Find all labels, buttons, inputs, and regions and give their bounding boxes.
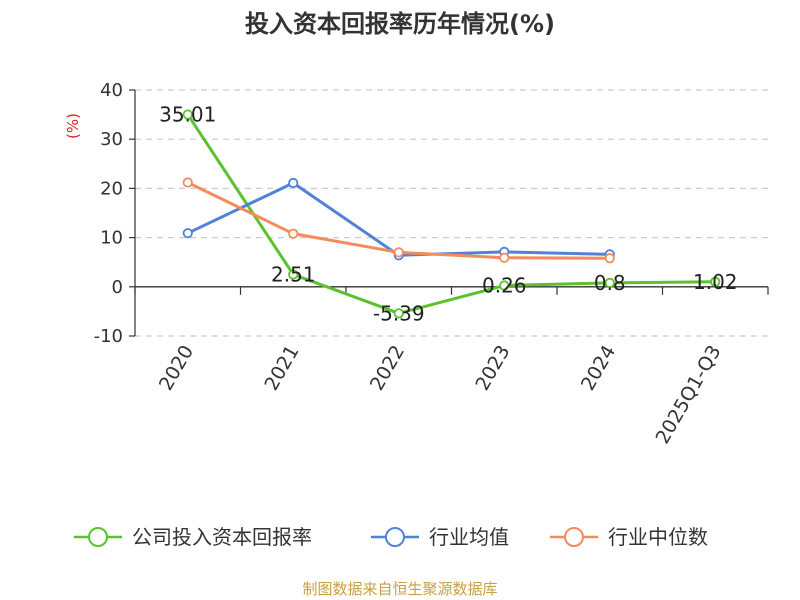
chart-title: 投入资本回报率历年情况(%) — [245, 10, 555, 38]
y-tick-label: 20 — [100, 178, 123, 199]
data-labels: 35.01 2.51 -5.39 0.26 0.8 1.02 — [159, 103, 737, 326]
data-point — [288, 177, 299, 189]
x-tick-label: 2021 — [260, 342, 303, 395]
legend-label: 公司投入资本回报率 — [132, 525, 312, 549]
data-point — [499, 252, 510, 263]
x-tick-labels: 2020 2021 2022 2023 2024 2025Q1-Q3 — [155, 342, 726, 448]
data-point — [182, 177, 193, 188]
y-tick-label: -10 — [94, 326, 123, 347]
y-tick-label: 30 — [100, 129, 123, 150]
legend-swatch-marker — [564, 527, 584, 547]
data-point — [604, 253, 615, 264]
series-line-0 — [186, 113, 716, 315]
data-point — [288, 228, 299, 239]
data-label: 1.02 — [693, 270, 738, 294]
x-tick-label: 2022 — [366, 342, 409, 395]
data-label: 0.8 — [594, 271, 626, 295]
data-point — [182, 228, 193, 239]
data-point — [499, 280, 510, 291]
series-line-1 — [187, 181, 610, 257]
data-label: 0.26 — [482, 274, 527, 298]
y-tick-label: 10 — [100, 228, 123, 249]
axes — [129, 89, 769, 337]
legend-label: 行业均值 — [429, 525, 509, 549]
x-tick-label: 2020 — [155, 342, 198, 395]
data-label: 35.01 — [159, 103, 216, 127]
source-note: 制图数据来自恒生聚源数据库 — [302, 580, 497, 598]
data-point — [288, 269, 299, 280]
data-point — [604, 277, 615, 288]
legend-swatch-marker — [385, 527, 405, 547]
y-tick-labels: 40 30 20 10 0 -10 — [94, 80, 123, 347]
data-point — [393, 247, 404, 258]
legend: 公司投入资本回报率 行业均值 行业中位数 — [74, 525, 708, 549]
series-lines — [182, 109, 721, 319]
y-tick-label: 40 — [100, 80, 123, 101]
data-label: 2.51 — [271, 262, 316, 286]
data-point — [393, 308, 404, 319]
x-tick-label: 2025Q1-Q3 — [652, 342, 726, 448]
y-tick-label: 0 — [112, 277, 123, 298]
data-point — [182, 109, 193, 120]
legend-label: 行业中位数 — [608, 525, 708, 549]
series-line-2 — [187, 181, 610, 260]
legend-swatch-marker — [88, 527, 108, 547]
data-label: -5.39 — [373, 301, 425, 325]
x-tick-label: 2023 — [471, 342, 514, 395]
data-point — [710, 276, 721, 287]
y-axis-label: (%) — [64, 113, 82, 139]
x-tick-label: 2024 — [577, 342, 620, 395]
